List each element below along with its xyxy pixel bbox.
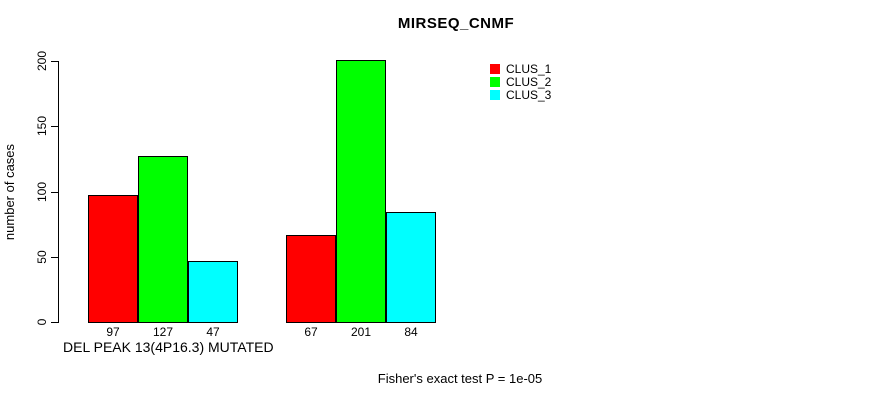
legend-label: CLUS_2 (506, 74, 552, 89)
bar-value-label: 201 (350, 325, 372, 339)
bar-clus_3-group2 (386, 212, 436, 323)
legend-label: CLUS_1 (506, 61, 552, 76)
bar-clus_2-group2 (336, 60, 386, 323)
y-axis-tick (51, 192, 58, 193)
y-axis-tick-label: 0 (35, 318, 49, 326)
bar-value-label: 47 (206, 325, 220, 339)
legend-swatch-icon (490, 63, 500, 74)
legend: CLUS_1 CLUS_2 CLUS_3 (490, 62, 551, 101)
legend-item-clus_3: CLUS_3 (490, 88, 551, 101)
y-axis-tick-label: 150 (35, 115, 49, 137)
y-axis-tick (51, 257, 58, 258)
legend-swatch-icon (490, 89, 500, 100)
bar-clus_2-group1 (138, 156, 188, 323)
legend-item-clus_1: CLUS_1 (490, 62, 551, 75)
y-axis-tick-label: 200 (35, 50, 49, 72)
fisher-test-note: Fisher's exact test P = 1e-05 (377, 371, 543, 386)
y-axis-title: number of cases (2, 143, 17, 241)
y-axis-tick (51, 322, 58, 323)
legend-swatch-icon (490, 76, 500, 87)
bar-clus_3-group1 (188, 261, 238, 323)
legend-label: CLUS_3 (506, 87, 552, 102)
bar-value-label: 67 (304, 325, 318, 339)
bar-clus_1-group2 (286, 235, 336, 323)
x-axis-label: DEL PEAK 13(4P16.3) MUTATED (63, 339, 274, 355)
bar-value-label: 97 (106, 325, 120, 339)
legend-item-clus_2: CLUS_2 (490, 75, 551, 88)
y-axis-tick (51, 126, 58, 127)
bar-value-label: 84 (404, 325, 418, 339)
bar-clus_1-group1 (88, 195, 138, 323)
chart-title: MIRSEQ_CNMF (397, 15, 515, 32)
y-axis-tick (51, 61, 58, 62)
y-axis-line (58, 61, 59, 323)
y-axis-tick-label: 50 (35, 250, 49, 264)
y-axis-tick-label: 100 (35, 181, 49, 203)
bar-value-label: 127 (152, 325, 174, 339)
